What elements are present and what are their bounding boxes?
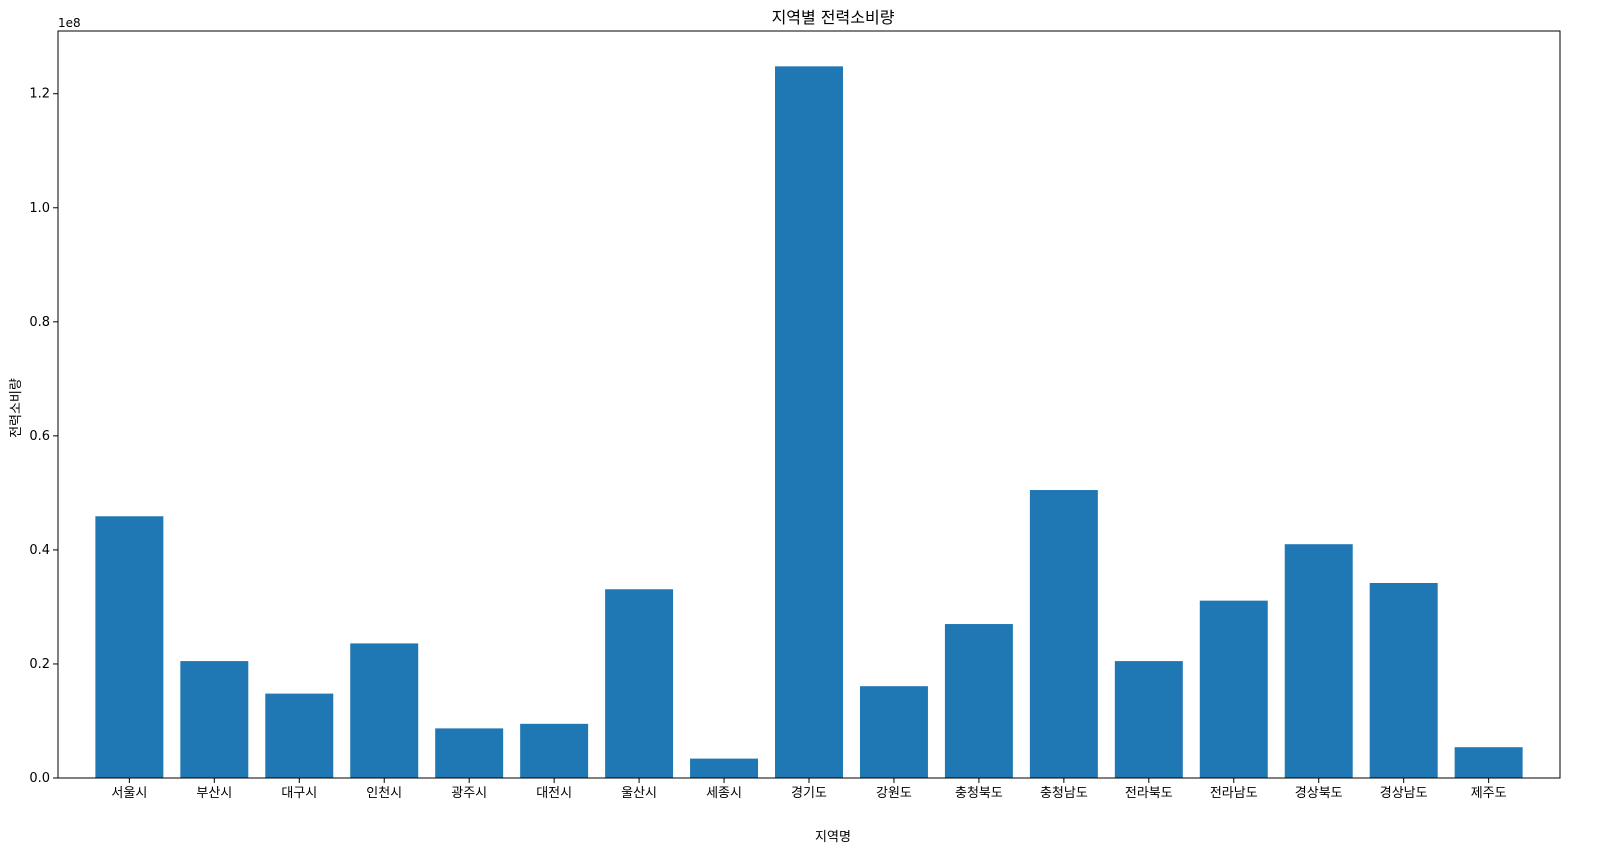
bar-15 (1284, 544, 1353, 778)
bar-17 (1454, 747, 1523, 778)
bar-9 (775, 66, 843, 779)
x-tick-label: 강원도 (876, 786, 912, 801)
bar-10 (859, 686, 928, 778)
x-tick-label: 세종시 (706, 786, 742, 801)
bar-2 (180, 661, 249, 778)
x-tick-label: 제주도 (1471, 786, 1507, 801)
x-tick-label: 전라남도 (1210, 786, 1258, 801)
x-axis-label: 지역명 (815, 830, 851, 845)
x-tick-label: 부산시 (196, 786, 232, 801)
bar-6 (520, 723, 589, 778)
y-axis-label: 전력소비량 (9, 378, 24, 438)
y-tick-label: 0.0 (29, 771, 50, 786)
x-tick-label: 서울시 (111, 786, 147, 801)
x-tick-label: 경상북도 (1295, 786, 1343, 801)
bar-16 (1369, 582, 1438, 778)
y-tick-label: 1.0 (29, 201, 50, 216)
x-tick-label: 대전시 (536, 786, 572, 801)
x-tick-label: 충청남도 (1040, 786, 1088, 801)
chart-title: 지역별 전력소비량 (772, 8, 895, 27)
bar-7 (605, 589, 674, 778)
bar-12 (1029, 490, 1098, 778)
y-tick-label: 0.8 (29, 315, 50, 330)
x-tick-label: 경상남도 (1380, 786, 1428, 801)
x-tick-label: 전라북도 (1125, 786, 1173, 801)
y-tick-label: 1.2 (29, 87, 50, 102)
plot-area: 0.0 0.2 0.4 0.6 0.8 1.0 1.2 서울시 부산시 대구시 인천시 광주시 대전시 울… (29, 30, 1561, 801)
y-tick-label: 0.2 (29, 657, 50, 672)
x-tick-label: 충청북도 (955, 786, 1003, 801)
bar-4 (350, 643, 419, 778)
y-tick-label: 0.4 (29, 543, 50, 558)
x-tick-label: 광주시 (451, 786, 487, 801)
bar-5 (435, 728, 504, 778)
bar-8 (690, 758, 759, 778)
x-tick-label: 대구시 (281, 786, 317, 801)
bar-14 (1199, 600, 1268, 778)
bar-1 (95, 516, 164, 778)
y-axis-offset-label: 1e8 (58, 16, 81, 30)
x-tick-label: 인천시 (366, 786, 402, 801)
x-tick-label: 경기도 (791, 786, 827, 801)
x-tick-label: 울산시 (621, 786, 657, 801)
bar-13 (1114, 661, 1183, 778)
bar-11 (944, 624, 1013, 778)
bar-3 (265, 693, 334, 778)
y-tick-label: 0.6 (29, 429, 50, 444)
